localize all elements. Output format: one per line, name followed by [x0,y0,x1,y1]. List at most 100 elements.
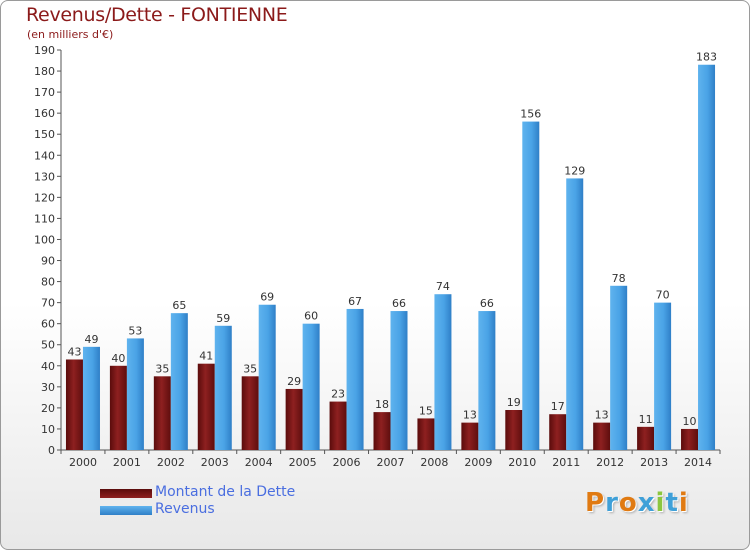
bar-dette [681,428,699,450]
data-label-revenus: 66 [392,297,406,310]
data-label-revenus: 67 [348,295,362,308]
chart-title: Revenus/Dette - FONTIENNE [26,4,288,26]
data-label-dette: 40 [111,352,125,365]
bar-revenus [126,338,144,450]
data-label-dette: 13 [463,409,477,422]
data-label-dette: 18 [375,398,389,411]
y-tick-label: 190 [34,44,55,57]
bar-revenus [522,121,540,450]
logo-letter: x [637,488,656,518]
data-label-dette: 35 [243,362,257,375]
bar-revenus [390,311,408,450]
bar-revenus [82,346,100,450]
x-tick-label: 2011 [552,456,580,469]
data-label-dette: 29 [287,375,301,388]
y-tick-label: 60 [41,318,55,331]
x-tick-label: 2000 [69,456,97,469]
bar-dette [461,422,479,450]
x-tick-label: 2010 [508,456,536,469]
bar-revenus [566,178,584,450]
bar-dette [637,426,655,450]
y-tick-label: 140 [34,149,55,162]
y-tick-label: 100 [34,233,55,246]
data-label-dette: 15 [419,404,433,417]
x-tick-label: 2003 [201,456,229,469]
y-tick-label: 30 [41,381,55,394]
bar-dette [549,414,567,450]
y-tick-label: 40 [41,360,55,373]
bar-dette [373,412,391,450]
y-tick-label: 120 [34,191,55,204]
bar-revenus [346,308,364,450]
x-tick-label: 2014 [684,456,712,469]
data-label-revenus: 156 [520,108,541,121]
bar-revenus [654,302,672,450]
legend-swatch-revenus [100,506,152,515]
bar-dette [65,359,83,450]
legend-label-revenus: Revenus [155,501,215,517]
data-label-revenus: 183 [696,51,717,64]
logo-letter: i [655,488,666,518]
bar-revenus [434,294,452,450]
data-label-dette: 43 [67,345,81,358]
x-tick-label: 2008 [420,456,448,469]
bar-dette [109,365,127,450]
x-tick-label: 2007 [377,456,405,469]
y-tick-label: 160 [34,107,55,120]
y-tick-label: 0 [48,444,55,457]
x-tick-label: 2013 [640,456,668,469]
data-label-dette: 13 [595,409,609,422]
x-tick-label: 2009 [464,456,492,469]
data-label-revenus: 69 [260,291,274,304]
data-label-dette: 35 [155,362,169,375]
y-tick-label: 150 [34,128,55,141]
data-label-revenus: 70 [656,289,670,302]
logo-letter: o [618,488,638,518]
legend-swatch-dette [100,489,152,498]
data-label-dette: 17 [551,400,565,413]
bar-dette [593,422,611,450]
y-tick-label: 90 [41,255,55,268]
logo-letter: t [665,488,679,518]
y-tick-label: 170 [34,86,55,99]
bar-revenus [698,64,716,450]
data-label-revenus: 59 [216,312,230,325]
y-tick-label: 80 [41,276,55,289]
data-label-revenus: 66 [480,297,494,310]
bar-revenus [258,304,276,450]
chart-bars [65,64,716,450]
y-tick-label: 70 [41,297,55,310]
logo-letter: i [678,488,689,518]
data-label-dette: 10 [683,415,697,428]
bar-revenus [610,285,628,450]
y-tick-label: 10 [41,423,55,436]
proxiti-logo: Proxiti [585,488,689,518]
x-tick-label: 2004 [245,456,273,469]
y-tick-label: 180 [34,65,55,78]
y-tick-label: 130 [34,170,55,183]
x-tick-label: 2005 [289,456,317,469]
chart-subtitle: (en milliers d'€) [27,28,114,41]
data-label-revenus: 49 [84,333,98,346]
bar-revenus [214,325,232,450]
x-tick-label: 2002 [157,456,185,469]
bar-revenus [478,311,496,450]
x-tick-label: 2006 [333,456,361,469]
bar-dette [197,363,215,450]
y-tick-label: 110 [34,212,55,225]
data-label-revenus: 65 [172,299,186,312]
data-label-dette: 23 [331,388,345,401]
bar-dette [505,410,523,450]
bar-dette [285,388,303,450]
x-tick-label: 2012 [596,456,624,469]
bar-dette [241,376,259,450]
legend-label-dette: Montant de la Dette [155,484,296,500]
logo-letter: r [605,488,619,518]
chart-axes: 0 10 20 30 40 50 60 70 80 90 100 110 120 130 140 150 160… [34,44,721,469]
data-label-revenus: 129 [564,164,585,177]
bar-dette [329,401,347,450]
bar-revenus [170,313,188,450]
